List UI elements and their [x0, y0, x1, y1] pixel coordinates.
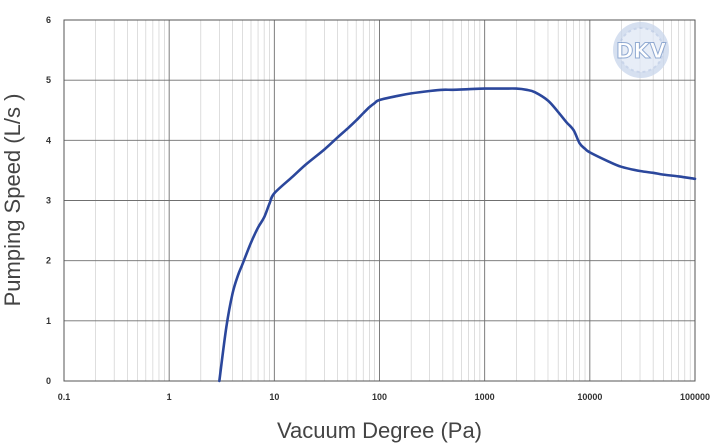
series-line — [218, 87, 697, 383]
x-tick-labels: 0.1 1 10 100 1000 10000 100000 — [58, 392, 710, 402]
y-tick-label: 1 — [46, 316, 51, 326]
x-tick-label: 10000 — [577, 392, 602, 402]
logo-text: DKV — [616, 39, 667, 63]
curves — [218, 87, 697, 383]
logo-gear-inner — [618, 27, 664, 73]
y-tick-labels: 0 1 2 3 4 5 6 — [46, 15, 51, 386]
x-tick-label: 0.1 — [58, 392, 71, 402]
x-tick-label: 1000 — [475, 392, 495, 402]
y-tick-label: 2 — [46, 256, 51, 266]
y-tick-label: 3 — [46, 196, 51, 206]
y-tick-label: 4 — [46, 135, 51, 145]
brand-logo: DKV — [613, 22, 669, 78]
x-tick-label: 100 — [372, 392, 387, 402]
x-tick-label: 1 — [167, 392, 172, 402]
x-axis-title: Vacuum Degree (Pa) — [277, 418, 482, 443]
plot-frame — [63, 19, 696, 382]
grid — [64, 20, 695, 381]
x-tick-label: 100000 — [680, 392, 710, 402]
x-tick-label: 10 — [269, 392, 279, 402]
y-axis-title: Pumping Speed (L/s ) — [0, 94, 25, 307]
y-tick-label: 5 — [46, 75, 51, 85]
y-tick-label: 6 — [46, 15, 51, 25]
y-tick-label: 0 — [46, 376, 51, 386]
